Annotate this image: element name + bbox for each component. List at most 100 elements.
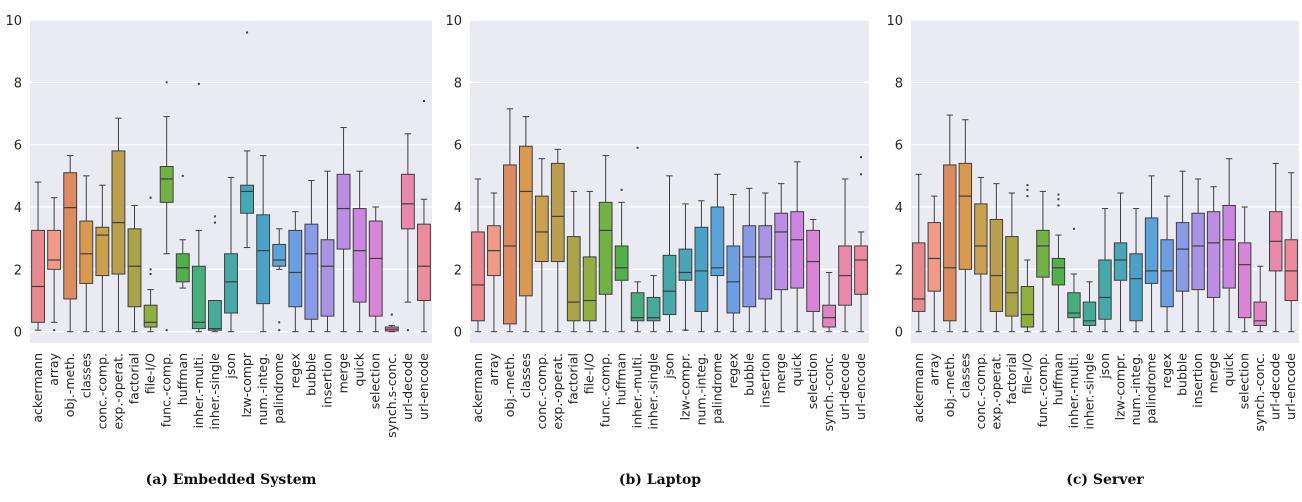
box-iqr bbox=[127, 228, 142, 308]
box-palindrome bbox=[272, 228, 287, 332]
outlier-point bbox=[636, 146, 639, 149]
y-tick-label: 8 bbox=[454, 76, 462, 91]
outlier-point bbox=[149, 196, 152, 199]
box-iqr bbox=[518, 145, 533, 297]
x-tick-label: url-decode bbox=[400, 353, 415, 420]
x-tick-label: json bbox=[223, 353, 238, 380]
outlier-point bbox=[181, 174, 184, 177]
x-tick-label: huffman bbox=[1050, 353, 1065, 405]
box-ackermann bbox=[912, 173, 926, 333]
outlier-point bbox=[860, 156, 863, 159]
x-tick-label: ackermann bbox=[470, 353, 485, 423]
box-iqr bbox=[742, 225, 757, 308]
outlier-point bbox=[149, 273, 152, 276]
box-iqr bbox=[566, 236, 581, 322]
box-iqr bbox=[111, 150, 126, 275]
box-array bbox=[47, 197, 62, 332]
y-tick-label: 4 bbox=[14, 201, 22, 216]
box-iqr bbox=[191, 265, 206, 330]
x-tick-label: inher.-single bbox=[1081, 353, 1096, 430]
x-tick-label: url-encode bbox=[853, 353, 868, 420]
box-huffman bbox=[1051, 193, 1066, 333]
x-tick-label: selection bbox=[368, 353, 383, 409]
box-iqr bbox=[47, 229, 62, 270]
x-tick-label: ackermann bbox=[911, 353, 926, 423]
box-iqr bbox=[646, 296, 661, 322]
x-tick-label: num.-integ. bbox=[693, 353, 708, 425]
box-merge bbox=[774, 183, 789, 333]
box-num.-integ. bbox=[256, 155, 271, 333]
x-tick-label: url-decode bbox=[837, 353, 852, 420]
box-iqr bbox=[159, 165, 174, 203]
box-iqr bbox=[598, 201, 613, 295]
y-tick-label: 6 bbox=[454, 139, 462, 154]
x-tick-label: quick bbox=[352, 352, 367, 386]
box-palindrome bbox=[1144, 175, 1159, 333]
box-iqr bbox=[31, 229, 45, 323]
y-tick-label: 10 bbox=[445, 14, 462, 29]
panel-caption: (b) Laptop bbox=[619, 472, 701, 488]
x-tick-label: array bbox=[46, 352, 61, 385]
y-tick-label: 4 bbox=[895, 201, 903, 216]
box-array bbox=[927, 195, 941, 333]
box-huffman bbox=[175, 174, 190, 289]
outlier-point bbox=[406, 329, 409, 332]
x-tick-label: palindrome bbox=[271, 353, 286, 424]
box-inher.-multi. bbox=[630, 146, 645, 333]
x-tick-label: classes bbox=[78, 353, 93, 398]
box-iqr bbox=[1020, 285, 1035, 328]
box-huffman bbox=[614, 188, 629, 333]
box-iqr bbox=[471, 231, 485, 322]
box-inher.-single bbox=[207, 215, 222, 333]
chart-panel-3: 0 2 4 6 8 10 ackermann array obj.-meth. classes co… bbox=[886, 14, 1299, 488]
outlier-point bbox=[620, 188, 623, 191]
box-iqr bbox=[1237, 242, 1252, 319]
outlier-point bbox=[860, 173, 863, 176]
box-conc.-comp. bbox=[974, 176, 988, 333]
box-iqr bbox=[272, 243, 287, 267]
box-classes bbox=[518, 116, 533, 333]
panel-caption: (c) Server bbox=[1066, 472, 1144, 488]
x-tick-label: url-decode bbox=[1268, 353, 1283, 420]
box-iqr bbox=[726, 245, 741, 314]
box-iqr bbox=[224, 253, 238, 314]
y-tick-label: 0 bbox=[14, 326, 22, 341]
box-iqr bbox=[958, 162, 973, 270]
x-tick-label: exp.-operat. bbox=[110, 353, 125, 429]
box-classes bbox=[79, 175, 94, 333]
box-iqr bbox=[822, 304, 836, 328]
x-tick-label: array bbox=[486, 352, 501, 385]
box-iqr bbox=[1098, 259, 1112, 320]
x-tick-label: func.-comp. bbox=[159, 353, 174, 427]
box-iqr bbox=[1175, 222, 1190, 292]
y-tick-label: 8 bbox=[895, 76, 903, 91]
box-url-encode bbox=[417, 100, 431, 333]
box-iqr bbox=[974, 203, 988, 275]
outlier-point bbox=[149, 268, 152, 271]
outlier-point bbox=[390, 313, 393, 316]
box-classes bbox=[958, 119, 973, 333]
box-url-decode bbox=[838, 178, 852, 333]
x-tick-label: regex bbox=[1159, 353, 1174, 388]
box-iqr bbox=[854, 245, 868, 295]
box-inher.-single bbox=[1082, 281, 1097, 333]
box-obj.-meth. bbox=[943, 114, 957, 333]
box-func.-comp. bbox=[159, 81, 174, 332]
box-iqr bbox=[758, 225, 773, 300]
x-tick-label: lzw-compr bbox=[239, 352, 254, 417]
x-tick-label: palindrome bbox=[1144, 353, 1159, 424]
x-tick-label: file-I/O bbox=[1019, 353, 1034, 394]
x-tick-label: inher.-multi. bbox=[1066, 353, 1081, 428]
y-tick-label: 2 bbox=[895, 263, 903, 278]
box-iqr bbox=[1253, 301, 1267, 326]
box-iqr bbox=[143, 304, 158, 328]
x-tick-label: merge bbox=[1206, 353, 1221, 394]
x-tick-label: synch.-conc. bbox=[1252, 353, 1267, 431]
x-tick-label: classes bbox=[518, 353, 533, 398]
x-tick-label: inher.-multi. bbox=[630, 353, 645, 428]
box-iqr bbox=[550, 162, 565, 263]
chart-panel-2: 0 2 4 6 8 10 ackermann array obj.-meth. classes co… bbox=[445, 14, 869, 488]
box-iqr bbox=[79, 220, 94, 284]
x-tick-label: file-I/O bbox=[143, 353, 158, 394]
box-synch.-conc. bbox=[822, 271, 836, 333]
